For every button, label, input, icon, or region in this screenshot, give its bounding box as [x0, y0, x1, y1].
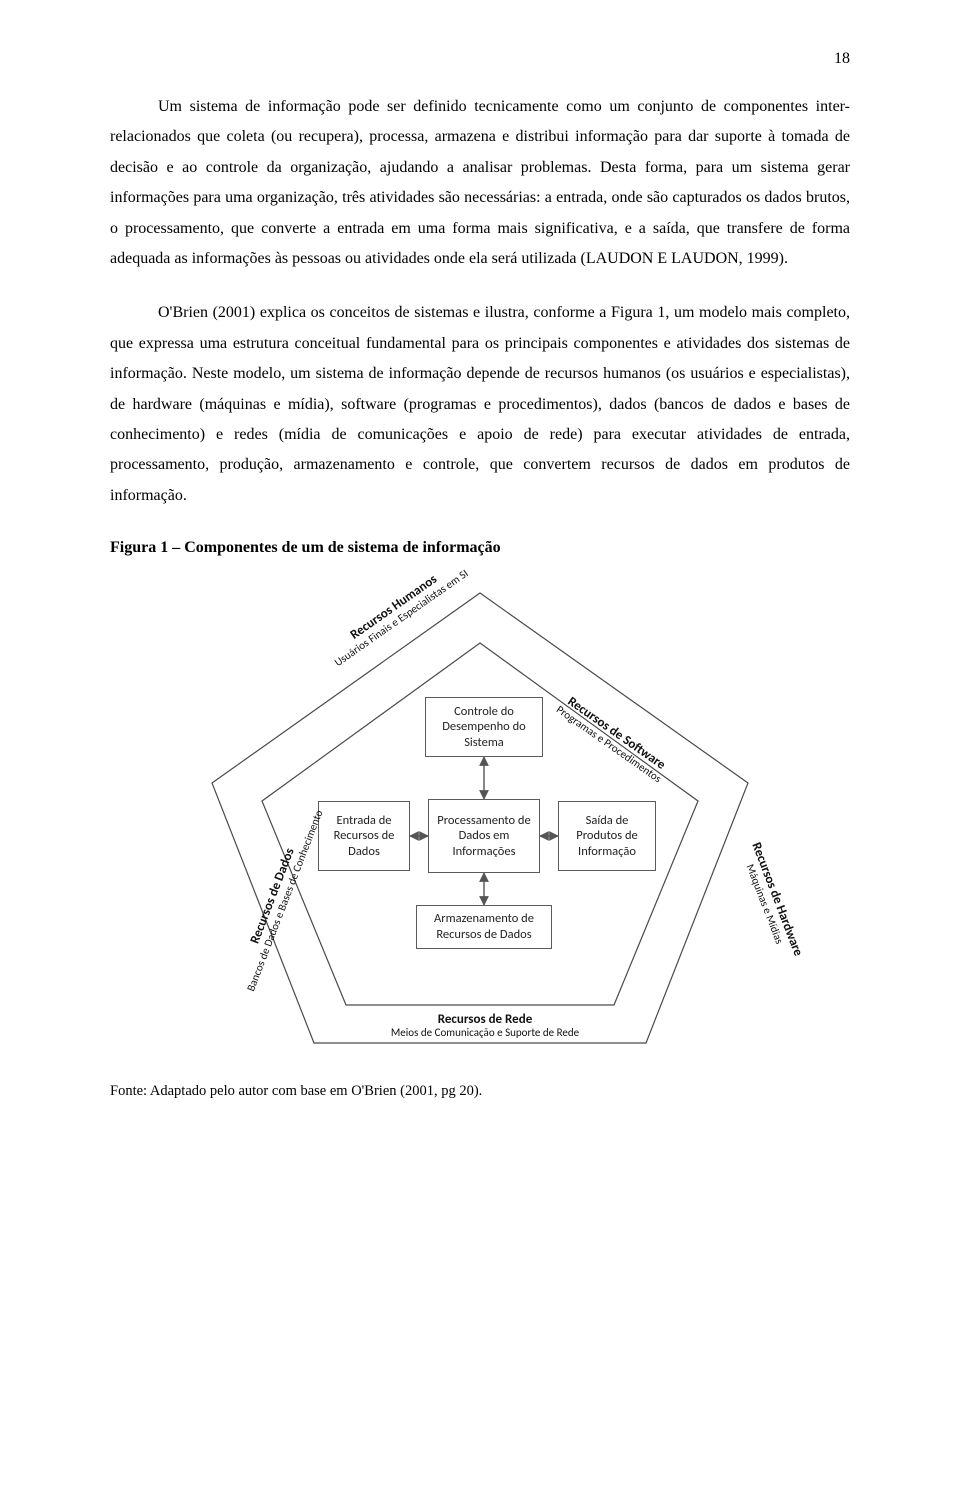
- box-input: Entrada de Recursos de Dados: [318, 801, 410, 871]
- box-output: Saída de Produtos de Informação: [558, 801, 656, 871]
- diagram-pentagon: Controle do Desempenho do Sistema Entrad…: [200, 585, 760, 1055]
- box-control: Controle do Desempenho do Sistema: [425, 697, 543, 757]
- box-process: Processamento de Dados em Informações: [428, 799, 540, 873]
- edge-label-rede: Recursos de RedeMeios de Comunicação e S…: [355, 1013, 615, 1039]
- page-number: 18: [110, 50, 850, 68]
- figure-1: Controle do Desempenho do Sistema Entrad…: [110, 585, 850, 1055]
- paragraph-2: O'Brien (2001) explica os conceitos de s…: [110, 298, 850, 511]
- paragraph-1: Um sistema de informação pode ser defini…: [110, 92, 850, 274]
- figure-caption: Fonte: Adaptado pelo autor com base em O…: [110, 1083, 850, 1100]
- box-storage: Armazenamento de Recursos de Dados: [416, 905, 552, 949]
